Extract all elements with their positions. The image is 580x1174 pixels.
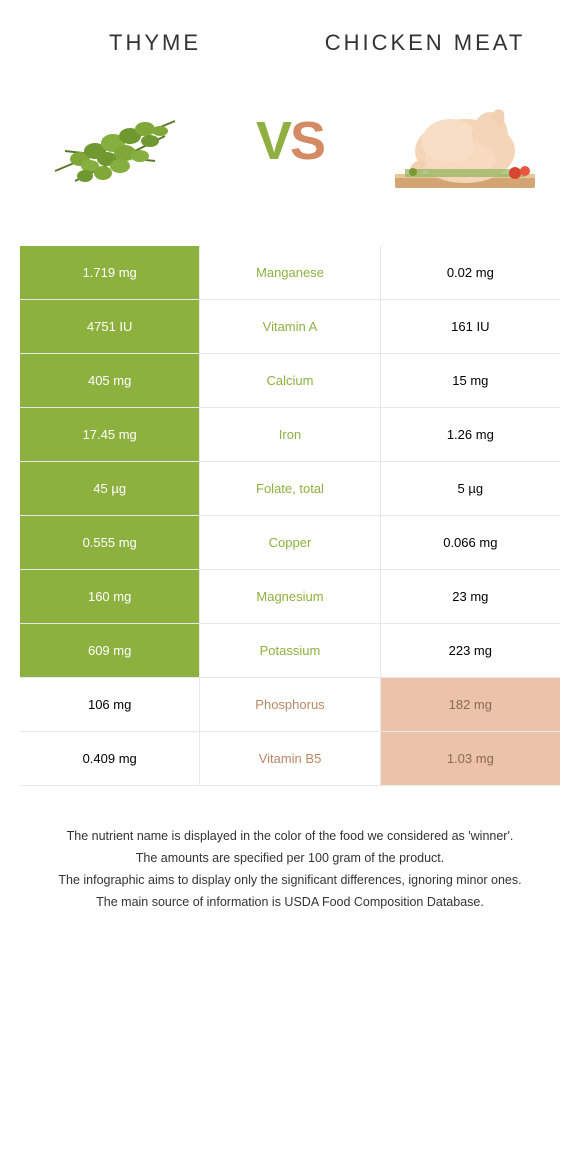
footnote-line: The amounts are specified per 100 gram o… <box>30 848 550 868</box>
value-right: 1.26 mg <box>380 408 560 462</box>
table-row: 0.555 mg Copper 0.066 mg <box>20 516 560 570</box>
nutrient-label: Iron <box>200 408 379 462</box>
footnote-line: The main source of information is USDA F… <box>30 892 550 912</box>
table-row: 1.719 mg Manganese 0.02 mg <box>20 246 560 300</box>
nutrient-label: Copper <box>200 516 379 570</box>
nutrient-label: Magnesium <box>200 570 379 624</box>
value-right: 0.066 mg <box>380 516 560 570</box>
table-row: 106 mg Phosphorus 182 mg <box>20 678 560 732</box>
nutrient-label: Phosphorus <box>200 678 379 732</box>
chicken-image <box>380 76 550 206</box>
value-right: 161 IU <box>380 300 560 354</box>
value-left: 4751 IU <box>20 300 200 354</box>
table-row: 45 µg Folate, total 5 µg <box>20 462 560 516</box>
value-right: 15 mg <box>380 354 560 408</box>
nutrient-label: Potassium <box>200 624 379 678</box>
vs-v: V <box>256 111 290 171</box>
value-left: 45 µg <box>20 462 200 516</box>
value-left: 0.555 mg <box>20 516 200 570</box>
value-right: 0.02 mg <box>380 246 560 300</box>
value-right: 223 mg <box>380 624 560 678</box>
table-row: 405 mg Calcium 15 mg <box>20 354 560 408</box>
table-row: 609 mg Potassium 223 mg <box>20 624 560 678</box>
nutrient-label: Folate, total <box>200 462 379 516</box>
value-right: 5 µg <box>380 462 560 516</box>
nutrient-table: 1.719 mg Manganese 0.02 mg 4751 IU Vitam… <box>20 246 560 786</box>
nutrient-label: Manganese <box>200 246 379 300</box>
value-left: 1.719 mg <box>20 246 200 300</box>
table-row: 160 mg Magnesium 23 mg <box>20 570 560 624</box>
value-left: 609 mg <box>20 624 200 678</box>
vs-s: S <box>290 111 324 171</box>
table-row: 17.45 mg Iron 1.26 mg <box>20 408 560 462</box>
value-left: 17.45 mg <box>20 408 200 462</box>
footnote-line: The nutrient name is displayed in the co… <box>30 826 550 846</box>
value-left: 160 mg <box>20 570 200 624</box>
nutrient-label: Calcium <box>200 354 379 408</box>
header-titles: THYME CHICKEN MEAT <box>20 30 560 56</box>
value-right: 23 mg <box>380 570 560 624</box>
value-left: 405 mg <box>20 354 200 408</box>
title-chicken: CHICKEN MEAT <box>290 30 560 56</box>
thyme-image <box>30 76 200 206</box>
vs-label: VS <box>256 110 324 172</box>
value-right: 1.03 mg <box>380 732 560 786</box>
nutrient-label: Vitamin B5 <box>200 732 379 786</box>
value-left: 106 mg <box>20 678 200 732</box>
table-row: 0.409 mg Vitamin B5 1.03 mg <box>20 732 560 786</box>
title-thyme: THYME <box>20 30 290 56</box>
table-row: 4751 IU Vitamin A 161 IU <box>20 300 560 354</box>
nutrient-label: Vitamin A <box>200 300 379 354</box>
value-left: 0.409 mg <box>20 732 200 786</box>
images-row: VS <box>20 76 560 206</box>
value-right: 182 mg <box>380 678 560 732</box>
footnote-line: The infographic aims to display only the… <box>30 870 550 890</box>
footnotes: The nutrient name is displayed in the co… <box>20 826 560 912</box>
